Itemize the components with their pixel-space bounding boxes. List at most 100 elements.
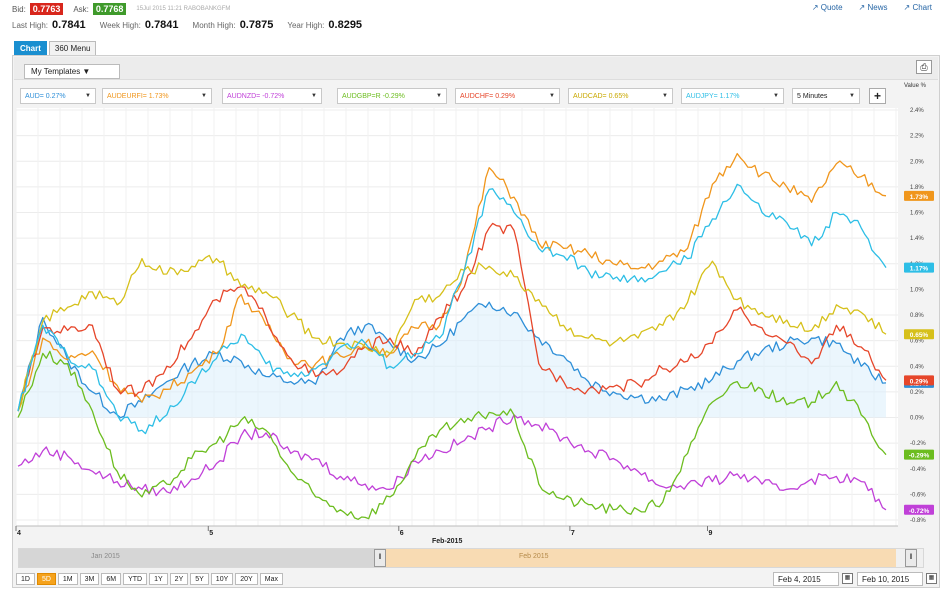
stat-label: Week High: <box>99 21 141 30</box>
end-label-audeurfi: 1.73% <box>904 190 934 201</box>
range-1d-button[interactable]: 1D <box>16 573 35 585</box>
stat-label: Month High: <box>192 21 236 30</box>
navigator-past <box>19 549 374 567</box>
calendar-icon[interactable]: ▦ <box>926 573 937 584</box>
tab-bar: Chart 360 Menu <box>14 41 97 55</box>
navigator-left-handle[interactable]: ‖ <box>374 549 386 567</box>
series-pill-audnzd[interactable]: AUDNZD= -0.72% ▼ <box>222 88 322 104</box>
my-templates-dropdown[interactable]: My Templates ▼ <box>24 64 120 79</box>
end-label-audjpy: 1.17% <box>904 262 934 273</box>
x-tick-label: 7 <box>571 530 575 537</box>
tab-360-menu[interactable]: 360 Menu <box>48 41 97 55</box>
range-5d-button[interactable]: 5D <box>36 573 56 585</box>
y-tick-label: -0.4% <box>910 467 926 473</box>
top-links: ↗ Quote ↗ News ↗ Chart <box>812 3 932 12</box>
series-pill-audjpy[interactable]: AUDJPY= 1.17% ▼ <box>681 88 784 104</box>
date-to-field[interactable]: Feb 10, 2015 <box>857 572 923 586</box>
series-line-audgbpr <box>17 350 887 520</box>
series-line-audjpy <box>17 183 887 435</box>
end-label-box <box>904 190 934 201</box>
y-axis: 2.4%2.2%2.0%1.8%1.6%1.4%1.2%1.0%0.8%0.6%… <box>910 108 926 524</box>
navigator-label-jan: Jan 2015 <box>91 553 120 560</box>
y-tick-label: 0.4% <box>910 364 924 370</box>
y-tick-label: 0.8% <box>910 313 924 319</box>
end-label-box <box>904 449 934 460</box>
quote-timestamp: 15Jul 2015 11:21 RABOBANKGFM <box>136 6 231 12</box>
value-axis-header: Value % <box>904 83 926 89</box>
range-buttons: 1D 5D 1M 3M 6M YTD 1Y 2Y 5Y 10Y 20Y Max <box>16 573 283 585</box>
end-label-text: 0.29% <box>910 378 929 385</box>
y-tick-label: -0.6% <box>910 492 926 498</box>
end-label-audchf: 0.29% <box>904 375 934 386</box>
end-label-box <box>904 329 934 340</box>
end-label-audnzd: -0.72% <box>904 504 934 515</box>
chevron-down-icon: ▼ <box>201 93 207 99</box>
chevron-down-icon: ▼ <box>436 93 442 99</box>
range-5y-button[interactable]: 5Y <box>190 573 209 585</box>
chevron-down-icon: ▼ <box>773 93 779 99</box>
series-pill-audcad[interactable]: AUDCAD= 0.65% ▼ <box>568 88 673 104</box>
x-axis-title: Feb-2015 <box>432 538 462 545</box>
end-label-audgbpr: -0.29% <box>904 449 934 460</box>
calendar-icon[interactable]: ▦ <box>842 573 853 584</box>
y-tick-label: 0.0% <box>910 416 924 422</box>
stat-value: 0.7875 <box>239 19 274 31</box>
range-1m-button[interactable]: 1M <box>57 573 78 585</box>
series-layer <box>17 152 887 520</box>
stat-label: Last High: <box>12 21 49 30</box>
interval-dropdown[interactable]: 5 Minutes ▼ <box>792 88 860 104</box>
ask-label: Ask: <box>73 4 89 14</box>
series-line-audcad <box>17 254 887 412</box>
range-navigator[interactable]: ‖ ‖ Jan 2015 Feb 2015 <box>18 548 924 568</box>
news-link[interactable]: ↗ News <box>858 3 888 12</box>
y-tick-label: 1.6% <box>910 211 924 217</box>
quote-row: Bid: 0.7763 Ask: 0.7768 15Jul 2015 11:21… <box>12 2 230 16</box>
y-tick-label: 1.8% <box>910 185 924 191</box>
range-3m-button[interactable]: 3M <box>79 573 100 585</box>
series-line-audnzd <box>17 414 887 511</box>
x-tick-label: 6 <box>400 530 404 537</box>
quote-link[interactable]: ↗ Quote <box>811 3 843 12</box>
range-2y-button[interactable]: 2Y <box>169 573 189 585</box>
series-pill-label: AUDNZD= -0.72% <box>227 92 285 100</box>
print-icon[interactable]: ⎙ <box>916 60 932 74</box>
y-tick-label: 2.2% <box>910 134 924 140</box>
range-1y-button[interactable]: 1Y <box>149 573 168 585</box>
range-20y-button[interactable]: 20Y <box>235 573 258 585</box>
y-tick-label: -0.2% <box>910 441 926 447</box>
chevron-down-icon: ▼ <box>849 93 855 99</box>
y-tick-label: 1.0% <box>910 287 924 293</box>
range-ytd-button[interactable]: YTD <box>123 573 148 585</box>
y-tick-label: 1.4% <box>910 236 924 242</box>
date-from-field[interactable]: Feb 4, 2015 <box>773 572 839 586</box>
end-label-text: -0.29% <box>909 453 930 460</box>
end-label-audcad: 0.65% <box>904 329 934 340</box>
end-label-text: -0.72% <box>909 508 930 515</box>
tab-chart[interactable]: Chart <box>14 41 47 55</box>
series-pill-audeur[interactable]: AUDEURFI= 1.73% ▼ <box>102 88 212 104</box>
y-tick-label: -0.8% <box>910 518 926 524</box>
chart-link[interactable]: ↗ Chart <box>903 3 933 12</box>
stat-value: 0.7841 <box>52 19 86 31</box>
quote-link-label: Quote <box>820 3 843 12</box>
series-pill-audgbp[interactable]: AUDGBP=R -0.29% ▼ <box>337 88 447 104</box>
range-max-button[interactable]: Max <box>259 573 283 585</box>
navigator-right-handle[interactable]: ‖ <box>905 549 917 567</box>
navigator-window[interactable] <box>386 549 896 567</box>
end-label-box <box>904 375 934 386</box>
stat-value: 0.8295 <box>328 19 363 31</box>
add-series-button[interactable]: + <box>869 88 886 104</box>
stat-label: Year High: <box>287 21 325 30</box>
y-tick-label: 0.6% <box>910 339 924 345</box>
range-10y-button[interactable]: 10Y <box>210 573 234 585</box>
range-6m-button[interactable]: 6M <box>101 573 122 585</box>
news-link-label: News <box>867 3 888 12</box>
series-line-aud <box>17 301 887 419</box>
y-tick-label: 2.0% <box>910 159 924 165</box>
series-pill-audchf[interactable]: AUDCHF= 0.29% ▼ <box>455 88 560 104</box>
series-pill-aud[interactable]: AUD= 0.27% ▼ <box>20 88 96 104</box>
plot-area <box>16 108 898 526</box>
y-tick-label: 0.2% <box>910 390 924 396</box>
y-tick-label: 2.4% <box>910 108 924 114</box>
